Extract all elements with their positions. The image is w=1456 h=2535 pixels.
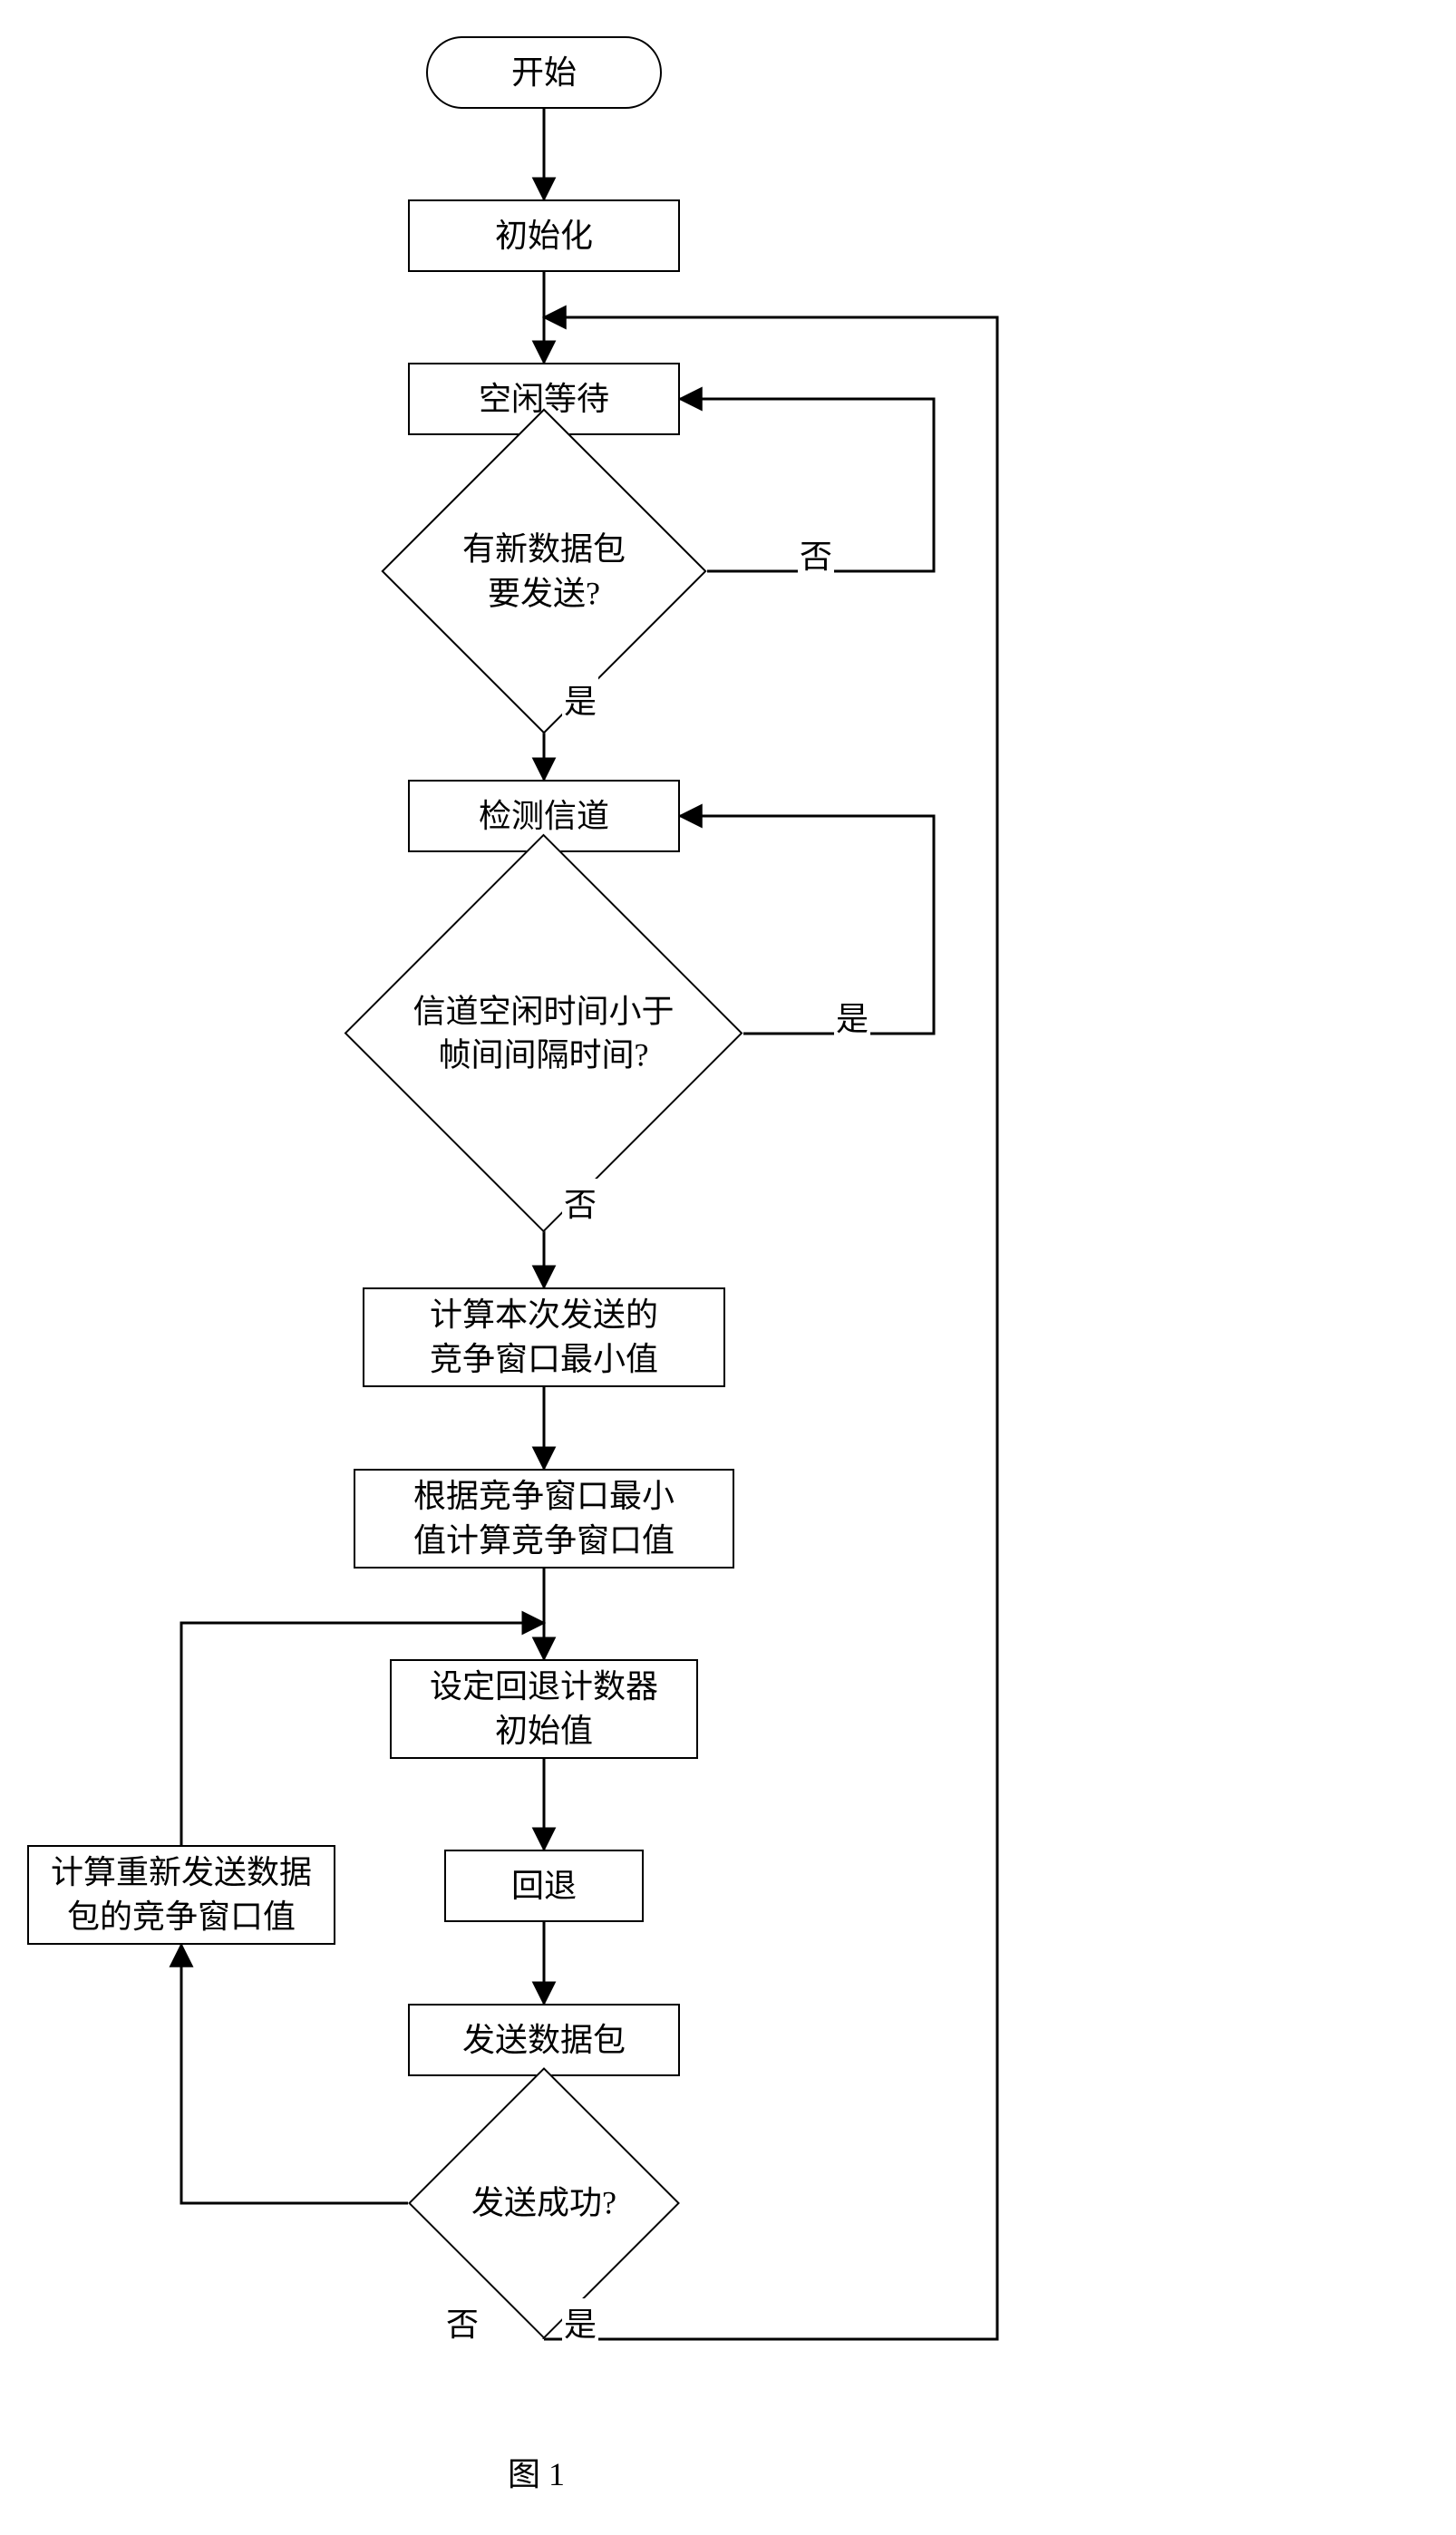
edge-label-yes: 是 — [834, 993, 870, 1040]
node-label: 信道空闲时间小于帧间间隔时间? — [413, 989, 674, 1077]
node-init: 初始化 — [408, 199, 680, 272]
node-decision-channel-idle: 信道空闲时间小于帧间间隔时间? — [403, 892, 684, 1174]
node-label: 发送成功? — [471, 2181, 616, 2226]
figure-caption: 图 1 — [508, 2448, 565, 2495]
node-send-packet: 发送数据包 — [408, 2004, 680, 2076]
node-label: 回退 — [511, 1864, 577, 1909]
node-label: 计算本次发送的竞争窗口最小值 — [430, 1293, 658, 1381]
node-recalc-cw: 计算重新发送数据包的竞争窗口值 — [27, 1845, 335, 1945]
node-backoff: 回退 — [444, 1850, 644, 1922]
flowchart-canvas: 开始 初始化 空闲等待 有新数据包要发送? 检测信道 信道空闲时间小于帧间间隔时… — [0, 0, 1456, 2535]
edge-label-no: 否 — [444, 2298, 480, 2346]
node-label: 发送数据包 — [462, 2018, 626, 2063]
node-label: 有新数据包要发送? — [462, 527, 626, 615]
node-decision-new-packet: 有新数据包要发送? — [429, 456, 659, 686]
edges-layer — [0, 0, 1456, 2535]
node-label: 根据竞争窗口最小值计算竞争窗口值 — [413, 1474, 675, 1562]
node-set-backoff: 设定回退计数器初始值 — [390, 1659, 698, 1759]
edge-label-yes: 是 — [562, 675, 598, 723]
node-decision-send-ok: 发送成功? — [448, 2107, 640, 2299]
node-label: 初始化 — [495, 214, 593, 258]
node-label: 开始 — [511, 51, 577, 95]
edge-label-yes: 是 — [562, 2298, 598, 2346]
edge-label-no: 否 — [798, 530, 834, 578]
node-start: 开始 — [426, 36, 662, 109]
node-label: 检测信道 — [479, 794, 609, 839]
node-calc-cw: 根据竞争窗口最小值计算竞争窗口值 — [354, 1469, 734, 1569]
node-label: 设定回退计数器初始值 — [430, 1665, 658, 1753]
node-label: 计算重新发送数据包的竞争窗口值 — [51, 1850, 312, 1938]
edge-label-no: 否 — [562, 1179, 598, 1226]
node-calc-cwmin: 计算本次发送的竞争窗口最小值 — [363, 1287, 725, 1387]
